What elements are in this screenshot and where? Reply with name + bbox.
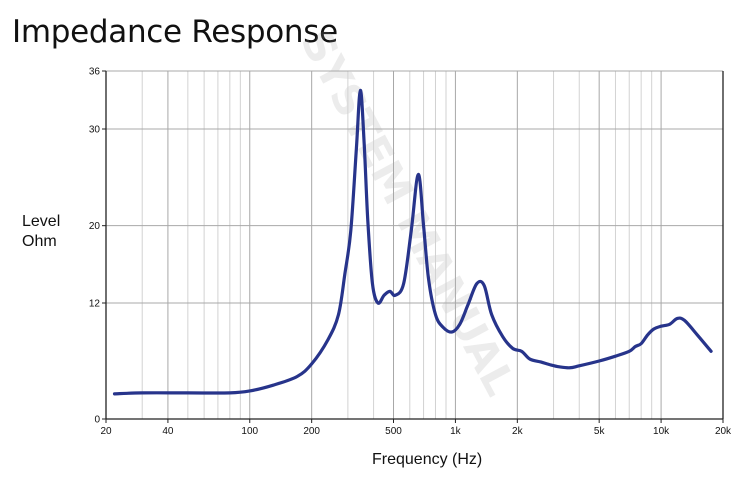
x-tick-label: 1k: [450, 426, 462, 437]
x-tick-label: 5k: [594, 426, 606, 437]
x-tick-label: 200: [303, 426, 320, 437]
y-tick-label: 12: [89, 299, 101, 310]
watermark: SYSTEM MANUAL: [291, 22, 525, 404]
chart-title: Impedance Response: [12, 14, 338, 50]
x-tick-label: 40: [162, 426, 174, 437]
tick-labels: 20 40 100 200 500 1k 2k 5k 10k 20k 0 12 20 30 36: [89, 67, 732, 438]
y-tick-label: 0: [94, 415, 100, 426]
x-tick-label: 20: [100, 426, 112, 437]
y-axis-label: Level Ohm: [22, 212, 60, 252]
impedance-curve: [112, 88, 713, 396]
x-axis-label: Frequency (Hz): [372, 451, 483, 468]
x-tick-label: 100: [241, 426, 258, 437]
x-tick-label: 500: [385, 426, 402, 437]
y-tick-label: 20: [89, 221, 101, 232]
x-tick-label: 2k: [512, 426, 524, 437]
y-tick-label: 30: [89, 125, 101, 136]
y-tick-label: 36: [89, 67, 101, 78]
series-layer: [112, 88, 713, 396]
x-tick-label: 10k: [653, 426, 670, 437]
watermark-text: SYSTEM MANUAL: [291, 22, 525, 404]
x-tick-label: 20k: [715, 426, 732, 437]
y-axis-label-line-2: Ohm: [22, 233, 57, 250]
y-axis-label-line-1: Level: [22, 213, 61, 230]
